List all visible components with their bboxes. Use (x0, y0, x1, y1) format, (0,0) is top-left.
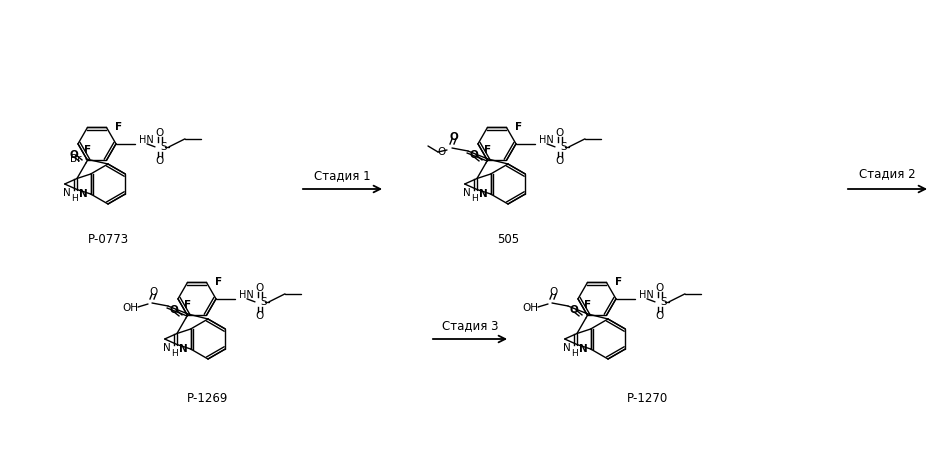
Text: N: N (463, 188, 470, 198)
Text: O: O (70, 150, 78, 160)
Text: N: N (563, 343, 570, 353)
Text: F: F (584, 300, 591, 310)
Text: F: F (84, 145, 91, 155)
Text: F: F (514, 122, 522, 132)
Text: F: F (115, 122, 122, 132)
Text: O: O (656, 283, 665, 293)
Text: S: S (560, 142, 566, 152)
Text: F: F (484, 145, 491, 155)
Text: N: N (480, 189, 488, 199)
Text: HN: HN (539, 135, 554, 145)
Text: Р-1269: Р-1269 (187, 393, 228, 406)
Text: HN: HN (639, 290, 654, 300)
Text: S: S (660, 297, 666, 307)
Text: HN: HN (139, 135, 154, 145)
Text: HN: HN (239, 290, 254, 300)
Text: O: O (656, 311, 665, 321)
Text: S: S (260, 297, 266, 307)
Text: O: O (556, 128, 565, 138)
Text: O: O (569, 305, 579, 315)
Text: O: O (469, 150, 479, 160)
Text: Р-1270: Р-1270 (628, 393, 668, 406)
Text: O: O (438, 147, 447, 157)
Text: OH: OH (522, 303, 538, 313)
Text: O: O (156, 156, 164, 166)
Text: N: N (63, 188, 71, 198)
Text: O: O (556, 156, 565, 166)
Text: N: N (162, 343, 171, 353)
Text: O: O (449, 132, 459, 142)
Text: H: H (471, 194, 478, 203)
Text: Стадия 1: Стадия 1 (313, 169, 370, 182)
Text: O: O (156, 128, 164, 138)
Text: F: F (215, 277, 222, 287)
Text: O: O (256, 283, 264, 293)
Text: OH: OH (122, 303, 138, 313)
Text: O: O (150, 287, 159, 297)
Text: S: S (160, 142, 166, 152)
Text: O: O (256, 311, 264, 321)
Text: Стадия 2: Стадия 2 (859, 167, 916, 181)
Text: H: H (571, 348, 578, 357)
Text: Р-0773: Р-0773 (88, 233, 128, 245)
Text: F: F (184, 300, 191, 310)
Text: H: H (171, 348, 178, 357)
Text: F: F (615, 277, 622, 287)
Text: O: O (170, 305, 178, 315)
Text: N: N (580, 344, 588, 354)
Text: O: O (549, 287, 558, 297)
Text: 505: 505 (497, 233, 519, 245)
Text: N: N (179, 344, 188, 354)
Text: N: N (79, 189, 88, 199)
Text: Стадия 3: Стадия 3 (442, 319, 498, 333)
Text: H: H (72, 194, 78, 203)
Text: Br: Br (70, 154, 82, 164)
